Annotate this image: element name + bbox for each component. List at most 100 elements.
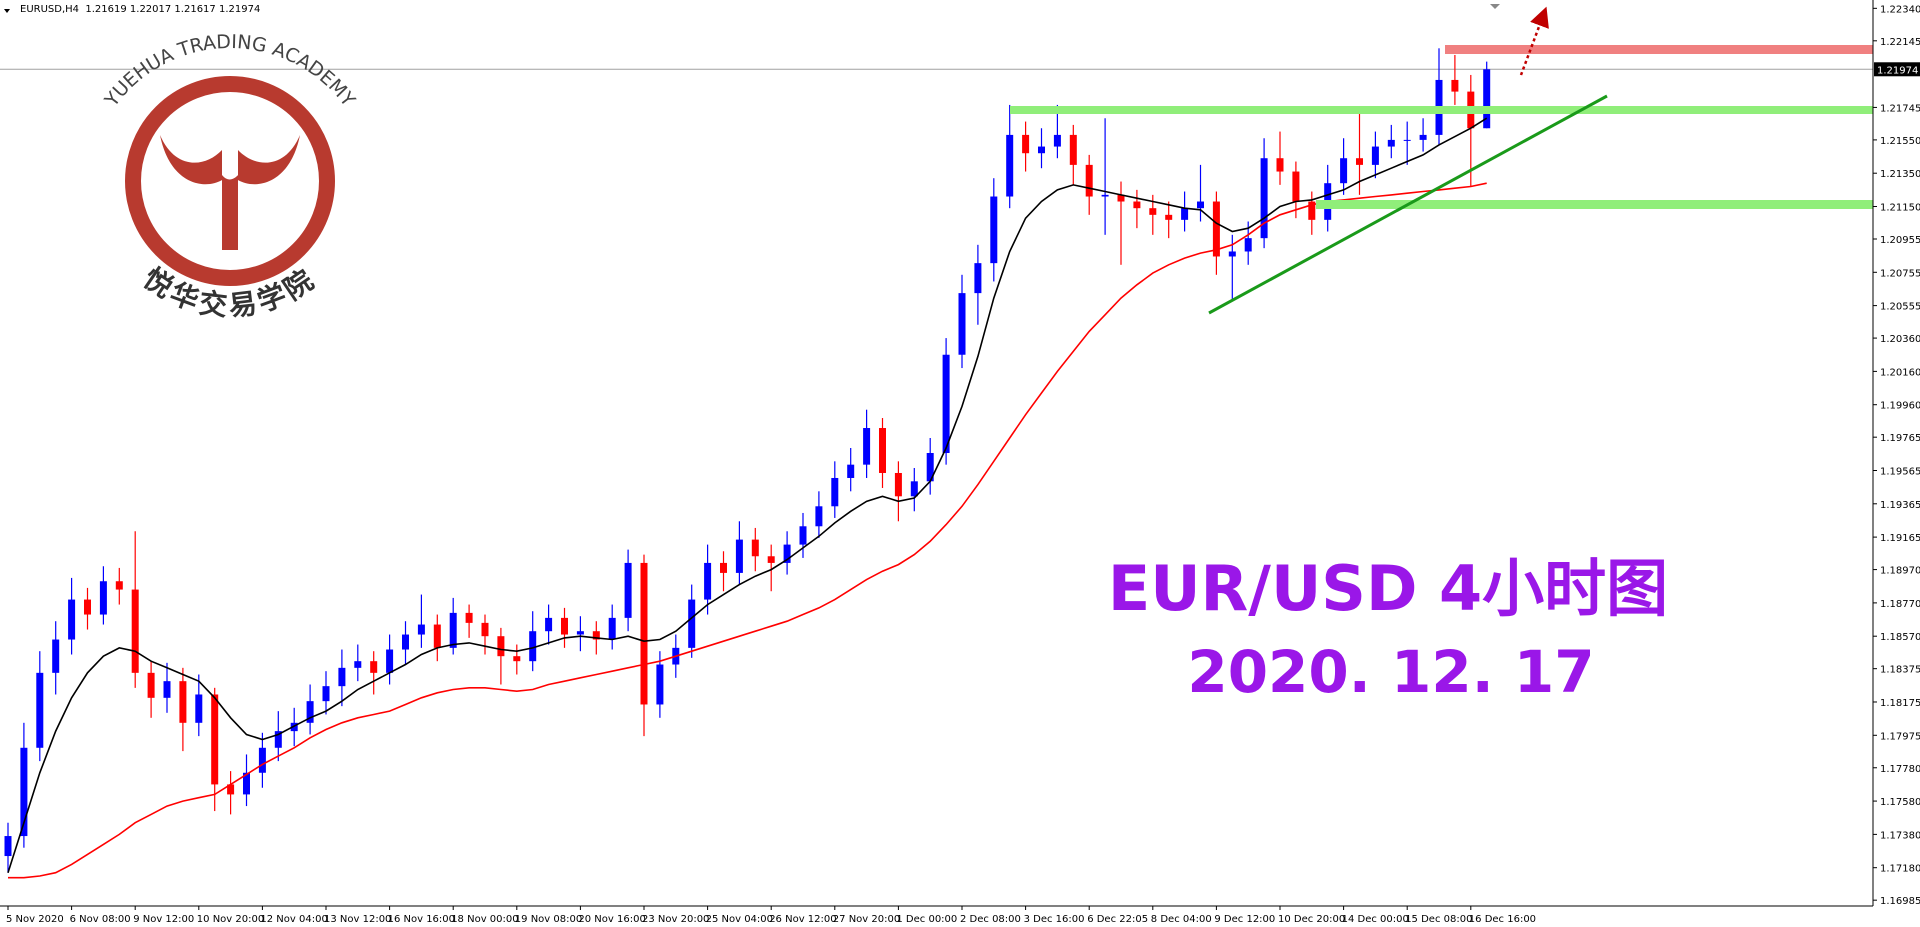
candle-body: [306, 701, 314, 723]
candle-body: [704, 562, 712, 600]
candle-body: [115, 581, 123, 590]
x-tick-label: 14 Dec 00:00: [1342, 914, 1409, 925]
candle-body: [990, 196, 998, 264]
x-tick-label: 20 Nov 16:00: [578, 914, 645, 925]
candle-body: [52, 639, 60, 673]
candle-body: [1244, 238, 1252, 252]
current-price-label: 1.21974: [1877, 65, 1918, 76]
candle-body: [974, 263, 982, 294]
candle-body: [958, 293, 966, 355]
candle-body: [354, 661, 362, 668]
candle-body: [1276, 158, 1284, 172]
candle-body: [1038, 146, 1045, 154]
candle-body: [243, 772, 250, 795]
candle-body: [1403, 139, 1411, 141]
y-tick-label: 1.20755: [1880, 268, 1920, 279]
x-tick-label: 6 Dec 22:05: [1087, 914, 1148, 925]
chart-header: EURUSD,H4 1.21619 1.22017 1.21617 1.2197…: [20, 4, 260, 15]
candle-body: [211, 694, 219, 785]
x-tick-label: 23 Nov 20:00: [642, 914, 709, 925]
x-tick-label: 3 Dec 16:00: [1024, 914, 1085, 925]
arrow: [1519, 6, 1549, 76]
candle-body: [20, 747, 28, 837]
candle-body: [402, 634, 409, 650]
y-tick-label: 1.20360: [1880, 334, 1920, 345]
candle-body: [910, 481, 918, 497]
y-tick-label: 1.19765: [1880, 433, 1920, 444]
candle-body: [831, 477, 839, 507]
candle-body: [433, 624, 441, 648]
candle-body: [592, 631, 600, 640]
candle-body: [576, 631, 584, 635]
candle-body: [799, 526, 807, 545]
moving-average: [7, 117, 1488, 873]
candle-body: [640, 562, 648, 705]
candle-body: [481, 622, 489, 637]
candle-body: [195, 694, 203, 723]
candle-body: [338, 667, 346, 687]
support-zone: [1316, 200, 1873, 209]
candle-body: [179, 681, 187, 723]
plot-area: [0, 48, 1873, 879]
candle-body: [163, 681, 171, 698]
candle-body: [258, 747, 266, 773]
x-tick-label: 12 Nov 04:00: [260, 914, 327, 925]
candle-body: [894, 472, 902, 497]
x-tick-label: 26 Nov 12:00: [769, 914, 836, 925]
logo-text: YUEHUA TRADING ACADEMY: [100, 31, 360, 112]
x-tick-label: 9 Dec 12:00: [1214, 914, 1275, 925]
candle-body: [68, 599, 76, 640]
x-tick-label: 18 Nov 00:00: [451, 914, 518, 925]
candle-body: [1006, 134, 1014, 197]
candle-body: [815, 506, 823, 527]
trend-line: [1208, 94, 1608, 315]
y-tick-label: 1.18570: [1880, 632, 1920, 643]
candle-body: [465, 612, 473, 623]
candle-body: [783, 544, 791, 563]
candle-body: [1451, 79, 1459, 92]
y-tick-label: 1.21745: [1880, 103, 1920, 114]
y-tick-label: 1.21150: [1880, 203, 1920, 214]
x-tick-label: 2 Dec 08:00: [960, 914, 1021, 925]
candle-body: [720, 562, 727, 573]
x-tick-label: 9 Nov 12:00: [133, 914, 194, 925]
candle-body: [386, 649, 394, 673]
y-tick-label: 1.18375: [1880, 665, 1920, 676]
candle-body: [1260, 158, 1268, 239]
candle-body: [274, 731, 282, 748]
resistance-zone: [1010, 106, 1873, 114]
candle-body: [99, 581, 107, 615]
candle-body: [847, 464, 855, 478]
candle-body: [370, 661, 378, 673]
candle-body: [1053, 134, 1061, 147]
shift-marker: [1490, 4, 1500, 9]
candle-body: [529, 631, 537, 662]
candle-body: [1483, 69, 1491, 129]
candle-body: [1387, 139, 1395, 147]
candle-body: [497, 636, 505, 657]
candle-body: [1133, 201, 1141, 209]
candle-body: [1149, 208, 1157, 215]
candle-body: [1212, 201, 1220, 257]
x-tick-label: 15 Dec 08:00: [1405, 914, 1472, 925]
x-tick-label: 16 Nov 16:00: [388, 914, 455, 925]
candle-body: [322, 686, 330, 702]
logo-symbol: [160, 135, 300, 250]
candle-body: [513, 656, 521, 662]
candle-body: [942, 354, 950, 453]
y-tick-label: 1.18175: [1880, 698, 1920, 709]
x-tick-label: 13 Nov 12:00: [324, 914, 391, 925]
y-tick-label: 1.17780: [1880, 764, 1920, 775]
candle-body: [656, 664, 664, 705]
candle-body: [1101, 194, 1109, 197]
y-tick-label: 1.22145: [1880, 37, 1920, 48]
y-tick-label: 1.17180: [1880, 864, 1920, 875]
x-tick-label: 1 Dec 00:00: [896, 914, 957, 925]
x-tick-label: 5 Nov 2020: [6, 914, 64, 925]
moving-average: [8, 182, 1487, 879]
candle-body: [1069, 134, 1077, 165]
candle-body: [624, 562, 632, 618]
target-zone: [1445, 45, 1873, 54]
x-tick-label: 27 Nov 20:00: [833, 914, 900, 925]
